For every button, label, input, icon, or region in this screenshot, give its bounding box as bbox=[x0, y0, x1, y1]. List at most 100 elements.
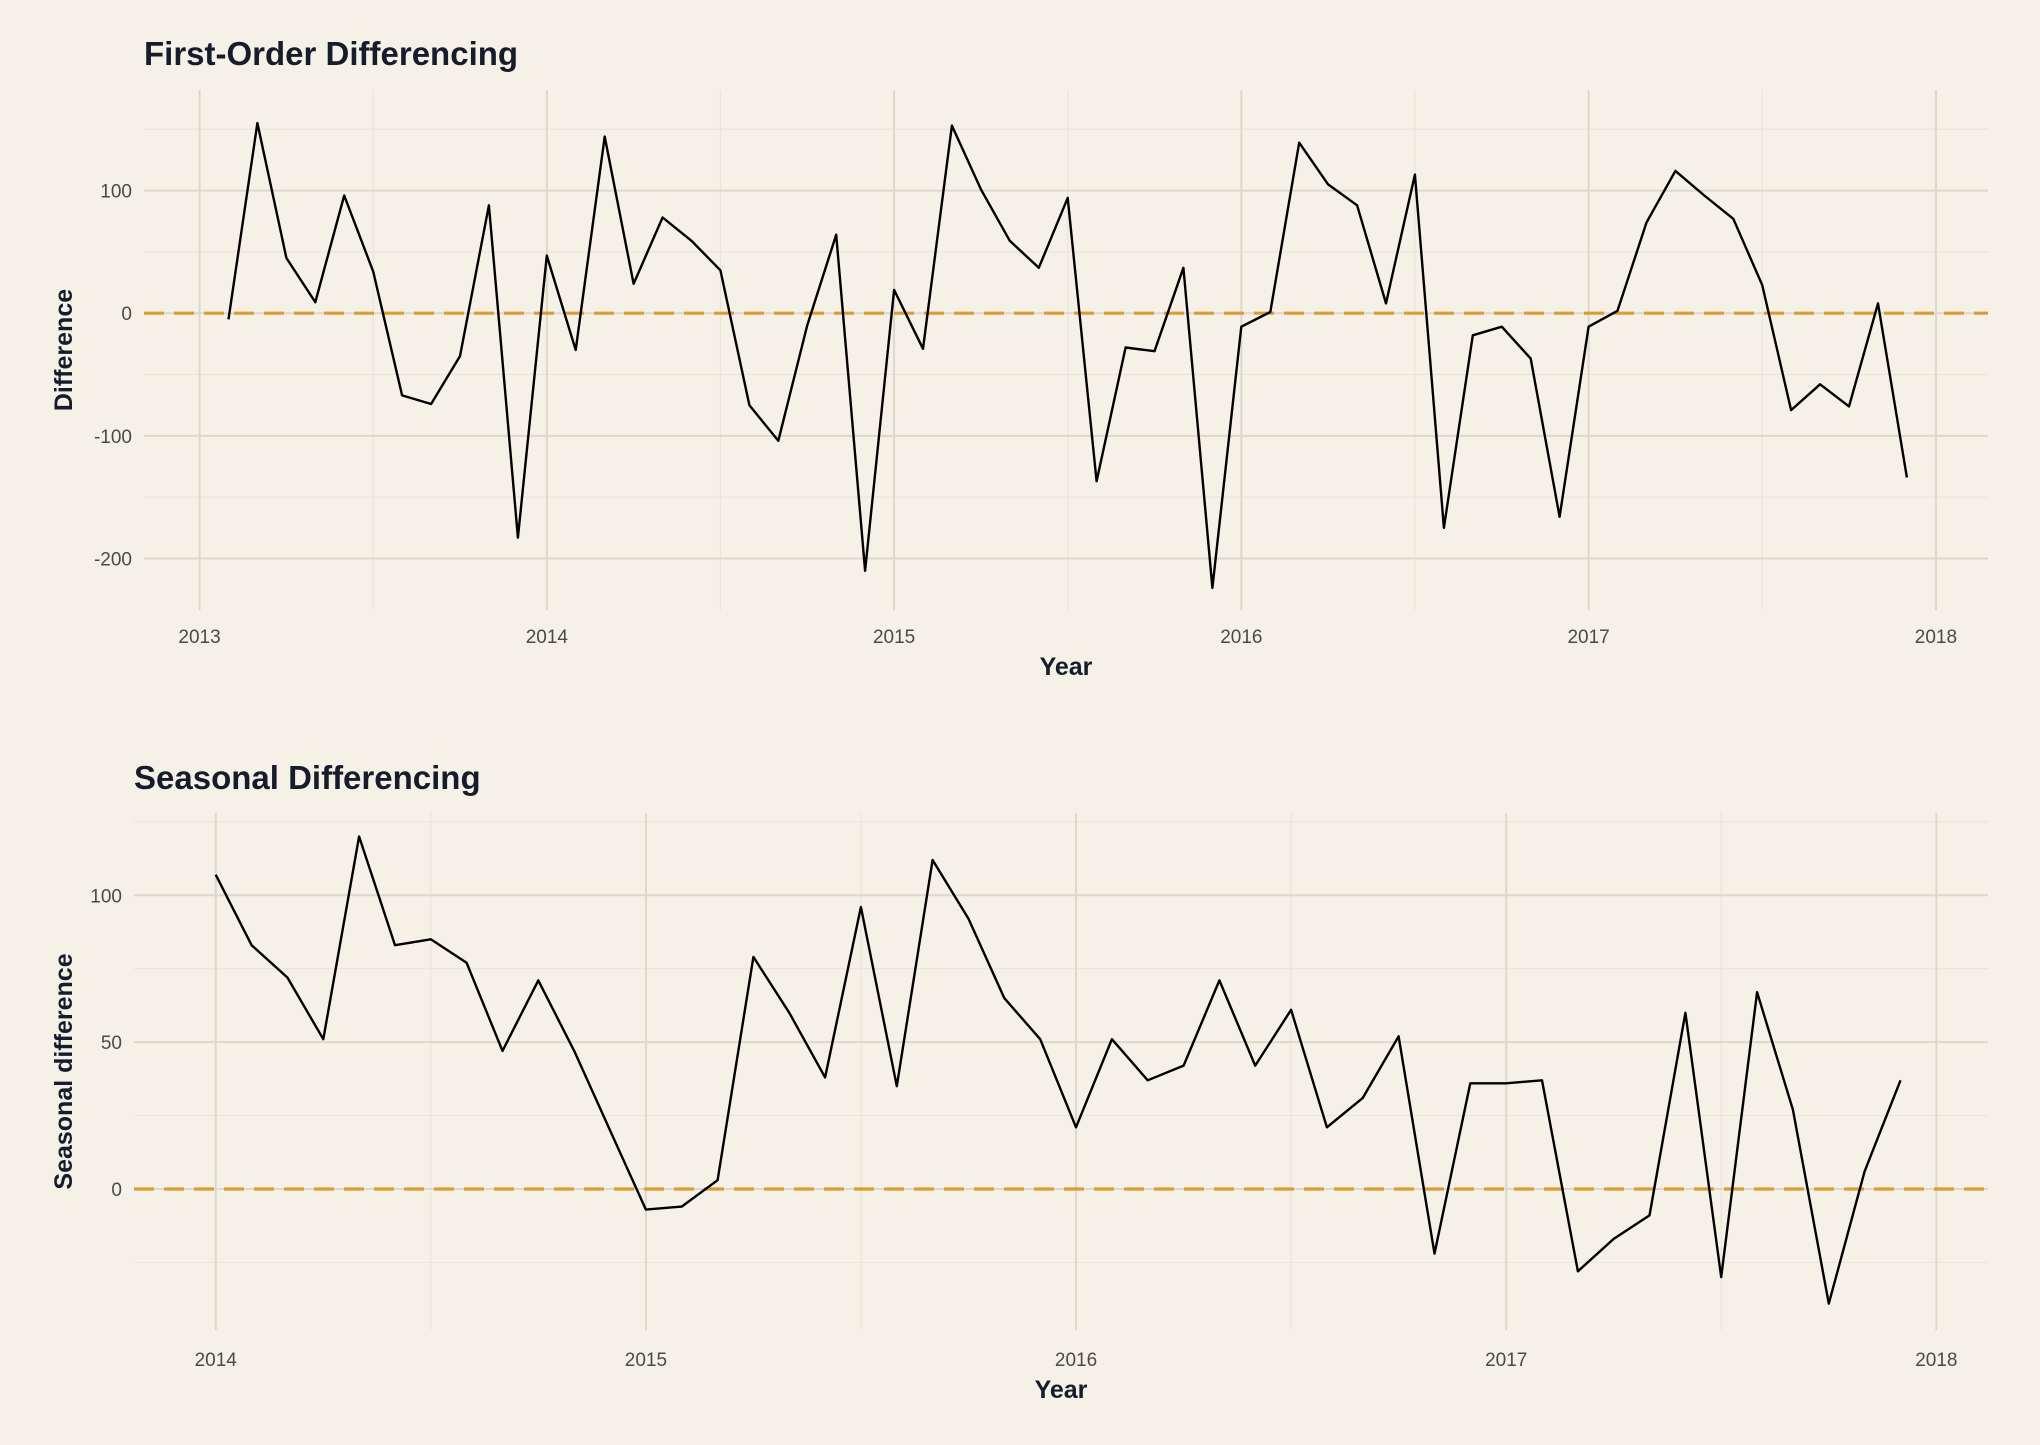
data-point bbox=[632, 282, 636, 286]
data-point bbox=[1644, 220, 1648, 224]
data-point bbox=[1297, 141, 1301, 145]
data-point bbox=[689, 239, 693, 243]
data-point bbox=[892, 288, 896, 292]
data-point bbox=[1847, 404, 1851, 408]
data-point bbox=[1325, 1125, 1329, 1129]
data-point bbox=[1002, 996, 1006, 1000]
series-line bbox=[227, 121, 1909, 590]
data-point bbox=[357, 835, 361, 839]
data-point bbox=[250, 943, 254, 947]
data-point bbox=[680, 1205, 684, 1209]
data-point bbox=[1702, 193, 1706, 197]
data-point bbox=[1558, 515, 1562, 519]
data-point bbox=[1037, 266, 1041, 270]
y-tick-label: 0 bbox=[111, 1180, 122, 1201]
x-tick-label: 2018 bbox=[1915, 1350, 1957, 1371]
data-point bbox=[500, 1049, 504, 1053]
x-tick-label: 2018 bbox=[1915, 627, 1957, 648]
data-point bbox=[805, 323, 809, 327]
data-point bbox=[1217, 978, 1221, 982]
data-point bbox=[834, 233, 838, 237]
x-tick-label: 2016 bbox=[1220, 627, 1262, 648]
data-point bbox=[608, 1128, 612, 1132]
data-point bbox=[321, 1037, 325, 1041]
data-point bbox=[1863, 1169, 1867, 1173]
data-point bbox=[1500, 325, 1504, 329]
data-point bbox=[718, 268, 722, 272]
data-point bbox=[1755, 990, 1759, 994]
data-point bbox=[859, 905, 863, 909]
chart-2: 0 50 100 2014 2015 2016 2017 2018 Seasonal Diffe… bbox=[50, 759, 1988, 1404]
data-point bbox=[393, 943, 397, 947]
data-point bbox=[1576, 1269, 1580, 1273]
data-point bbox=[1468, 1081, 1472, 1085]
data-point bbox=[661, 216, 665, 220]
x-tick-label: 2013 bbox=[178, 627, 220, 648]
data-point bbox=[1612, 1237, 1616, 1241]
data-point bbox=[1182, 1064, 1186, 1068]
data-point bbox=[1074, 1125, 1078, 1129]
data-point bbox=[487, 203, 491, 207]
y-tick-label: -100 bbox=[94, 427, 132, 448]
data-point bbox=[1673, 169, 1677, 173]
data-point bbox=[644, 1208, 648, 1212]
data-point bbox=[1095, 479, 1099, 483]
data-point bbox=[1432, 1252, 1436, 1256]
data-point bbox=[1898, 1078, 1902, 1082]
data-point bbox=[1268, 310, 1272, 314]
data-point bbox=[1731, 217, 1735, 221]
y-tick-label: 100 bbox=[90, 886, 122, 907]
x-tick-label: 2015 bbox=[873, 627, 915, 648]
data-point bbox=[255, 121, 259, 125]
chart-1: -200 -100 0 100 2013 2014 2015 2016 2017 2018 Firs… bbox=[50, 35, 1988, 681]
data-point bbox=[1361, 1096, 1365, 1100]
data-point bbox=[1442, 526, 1446, 530]
y-axis-title: Seasonal difference bbox=[50, 953, 78, 1189]
data-point bbox=[1210, 586, 1214, 590]
data-point bbox=[1146, 1078, 1150, 1082]
data-point bbox=[1384, 301, 1388, 305]
x-tick-label: 2014 bbox=[195, 1350, 238, 1371]
y-tick-label: -200 bbox=[94, 549, 132, 570]
data-point bbox=[1397, 1034, 1401, 1038]
data-point bbox=[1616, 309, 1620, 313]
data-point bbox=[1326, 182, 1330, 186]
data-point bbox=[1529, 357, 1533, 361]
data-point bbox=[1289, 1008, 1293, 1012]
y-tick-label: 100 bbox=[100, 182, 132, 203]
data-point bbox=[429, 402, 433, 406]
x-tick-label: 2016 bbox=[1055, 1350, 1097, 1371]
data-point bbox=[1124, 346, 1128, 350]
data-point bbox=[371, 270, 375, 274]
data-point bbox=[1355, 203, 1359, 207]
data-point bbox=[572, 1049, 576, 1053]
data-point bbox=[1905, 476, 1909, 480]
data-point bbox=[1648, 1213, 1652, 1217]
data-point bbox=[516, 536, 520, 540]
data-point bbox=[1110, 1037, 1114, 1041]
data-point bbox=[1540, 1078, 1544, 1082]
data-point bbox=[285, 976, 289, 980]
data-point bbox=[226, 317, 230, 321]
y-tick-label: 50 bbox=[101, 1033, 122, 1054]
data-point bbox=[214, 873, 218, 877]
x-tick-label: 2015 bbox=[625, 1350, 667, 1371]
data-point bbox=[747, 403, 751, 407]
data-point bbox=[1239, 325, 1243, 329]
data-point bbox=[1719, 1275, 1723, 1279]
data-point bbox=[1471, 333, 1475, 337]
data-point bbox=[1791, 1108, 1795, 1112]
data-point bbox=[284, 256, 288, 260]
data-point bbox=[1181, 266, 1185, 270]
data-point bbox=[465, 961, 469, 965]
grid bbox=[134, 813, 1988, 1330]
data-point bbox=[1876, 301, 1880, 305]
data-point bbox=[1818, 382, 1822, 386]
data-point bbox=[1760, 283, 1764, 287]
y-axis-title: Difference bbox=[50, 289, 78, 411]
data-point bbox=[966, 917, 970, 921]
data-point bbox=[1038, 1037, 1042, 1041]
data-point bbox=[1504, 1081, 1508, 1085]
data-point bbox=[1253, 1064, 1257, 1068]
